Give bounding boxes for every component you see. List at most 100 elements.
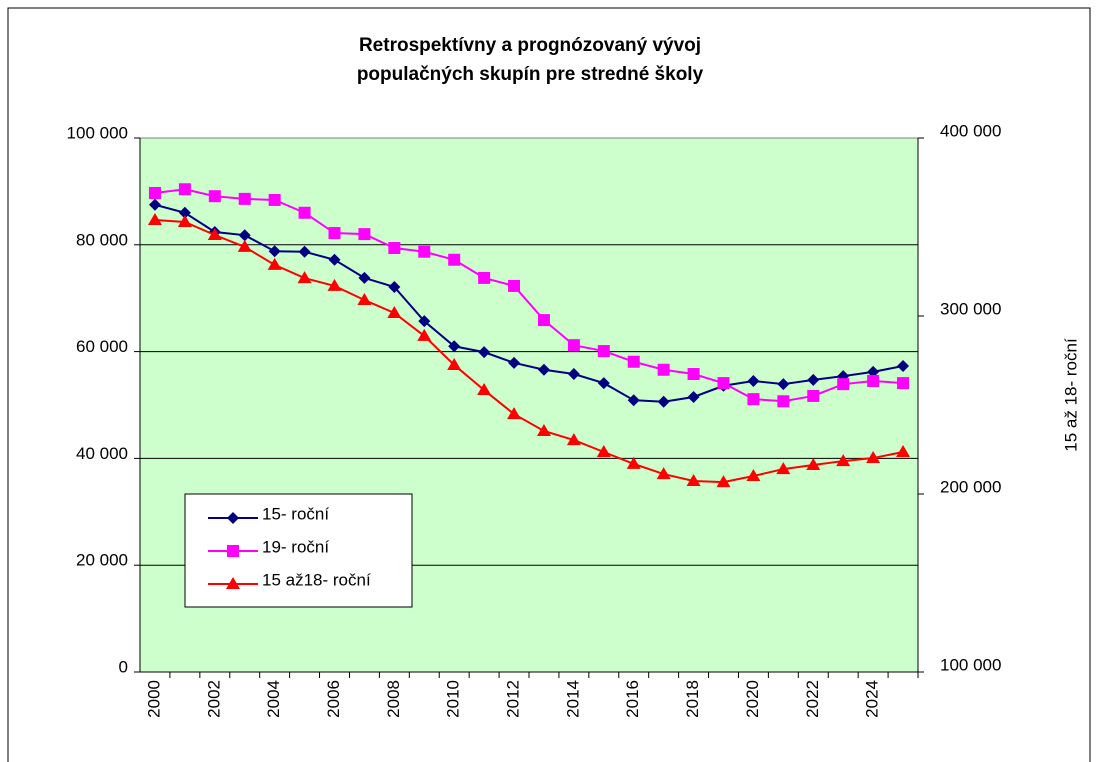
marker (597, 377, 610, 390)
y2-axis-label: 15 až 18- roční (1061, 338, 1080, 452)
marker (327, 278, 342, 291)
marker (358, 271, 371, 284)
marker (227, 545, 239, 557)
marker (507, 407, 522, 420)
marker (896, 444, 911, 457)
marker (238, 192, 251, 205)
x-tick-label: 2016 (623, 680, 642, 718)
x-tick-label: 2012 (504, 680, 523, 718)
marker (268, 193, 281, 206)
marker (298, 206, 311, 219)
marker (807, 389, 820, 402)
marker (178, 183, 191, 196)
x-tick-label: 2014 (563, 680, 582, 718)
marker (656, 467, 671, 480)
x-tick-label: 2000 (144, 680, 163, 718)
x-tick-label: 2020 (743, 680, 762, 718)
marker (237, 239, 252, 252)
x-tick-label: 2010 (444, 680, 463, 718)
marker (508, 279, 521, 292)
y2-tick-label: 400 000 (940, 121, 1001, 140)
marker (387, 305, 402, 318)
legend-label: 15 až18- roční (262, 570, 371, 589)
x-tick-label: 2018 (683, 680, 702, 718)
legend-label: 15- roční (262, 504, 329, 523)
marker (567, 368, 580, 381)
marker (358, 228, 371, 241)
marker (298, 245, 311, 258)
marker (537, 314, 550, 327)
marker (148, 187, 161, 200)
y-tick-label: 40 000 (76, 444, 128, 463)
x-tick-label: 2006 (324, 680, 343, 718)
marker (226, 577, 240, 589)
marker (418, 315, 431, 328)
marker (448, 340, 461, 353)
marker (208, 190, 221, 203)
marker (777, 378, 790, 391)
y2-tick-label: 100 000 (940, 655, 1001, 674)
marker (357, 292, 372, 305)
y2-tick-label: 200 000 (940, 477, 1001, 496)
marker (297, 271, 312, 284)
y-tick-label: 100 000 (67, 123, 128, 142)
y-tick-label: 20 000 (76, 551, 128, 570)
x-tick-label: 2008 (384, 680, 403, 718)
marker (776, 462, 791, 475)
marker (657, 395, 670, 408)
y2-tick-label: 300 000 (940, 299, 1001, 318)
marker (866, 451, 881, 464)
marker (447, 357, 462, 370)
x-tick-label: 2022 (803, 680, 822, 718)
marker (897, 377, 910, 390)
marker (207, 228, 222, 241)
x-tick-label: 2002 (204, 680, 223, 718)
marker (807, 373, 820, 386)
marker (267, 257, 282, 270)
marker (716, 475, 731, 488)
chart-title: Retrospektívny a prognózovaný vývoj (359, 35, 701, 56)
marker (806, 457, 821, 470)
legend-label: 19- roční (262, 537, 329, 556)
marker (178, 206, 191, 219)
marker (418, 245, 431, 258)
marker (897, 360, 910, 373)
marker (537, 363, 550, 376)
marker (867, 374, 880, 387)
marker (388, 242, 401, 255)
x-tick-label: 2024 (863, 680, 882, 718)
marker (836, 454, 851, 467)
marker (448, 253, 461, 266)
marker (328, 227, 341, 240)
marker (238, 229, 251, 242)
marker (657, 363, 670, 376)
marker (477, 383, 492, 396)
marker (746, 469, 761, 482)
marker (268, 245, 281, 258)
marker (177, 215, 192, 228)
y-tick-label: 60 000 (76, 337, 128, 356)
marker (626, 456, 641, 469)
marker (747, 374, 760, 387)
marker (536, 423, 551, 436)
chart-title: populačných skupín pre stredné školy (357, 64, 704, 85)
marker (148, 198, 161, 211)
marker (747, 393, 760, 406)
marker (328, 253, 341, 266)
marker (717, 377, 730, 390)
y-tick-label: 80 000 (76, 230, 128, 249)
marker (867, 365, 880, 378)
marker (687, 368, 700, 381)
marker (777, 395, 790, 408)
marker (508, 356, 521, 369)
marker (388, 280, 401, 293)
x-tick-label: 2004 (264, 680, 283, 718)
marker (627, 355, 640, 368)
marker (566, 433, 581, 446)
marker (478, 346, 491, 359)
marker (597, 345, 610, 358)
marker (837, 378, 850, 391)
marker (478, 271, 491, 284)
marker (227, 512, 239, 524)
